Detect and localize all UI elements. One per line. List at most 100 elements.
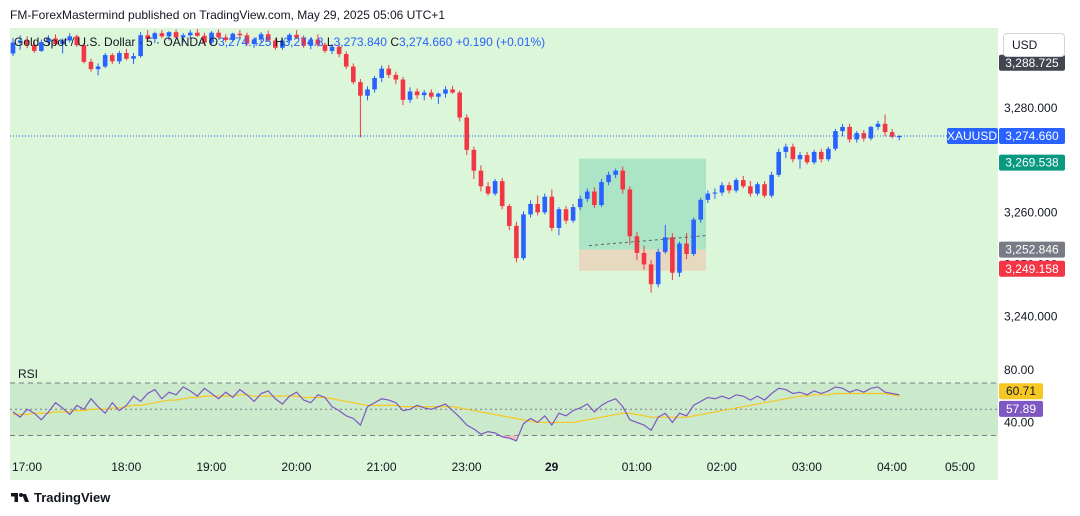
candle	[627, 186, 633, 245]
time-tick-label: 23:00	[452, 460, 482, 474]
candle	[429, 89, 434, 100]
rsi-value-tag: 60.71	[999, 383, 1043, 400]
candle-body	[195, 32, 200, 36]
candle-body	[95, 66, 101, 70]
candle	[39, 39, 44, 52]
candle	[826, 146, 831, 162]
candle-body	[294, 34, 299, 38]
candle	[485, 182, 491, 196]
candle-body	[648, 264, 654, 285]
candle	[719, 182, 725, 196]
candle	[209, 31, 214, 45]
candle	[762, 181, 767, 198]
candle	[308, 37, 314, 50]
price-tag-value: 3,249.158	[1005, 262, 1059, 276]
candle-body	[31, 44, 37, 51]
candle	[655, 248, 661, 288]
candle	[542, 193, 548, 215]
candle-body	[641, 252, 647, 265]
candle-body	[421, 92, 427, 96]
candle-body	[365, 89, 370, 96]
rsi-value-tag: 57.89	[999, 400, 1043, 417]
candle-body	[570, 207, 576, 221]
candle-body	[478, 170, 484, 187]
legend-close: 3,274.660	[398, 35, 453, 49]
candle	[492, 179, 498, 196]
candle-body	[755, 184, 760, 194]
candle-body	[896, 135, 902, 138]
currency-button[interactable]: USD	[1003, 33, 1065, 57]
candle-body	[24, 40, 30, 45]
candle	[464, 114, 470, 156]
candle	[117, 50, 122, 64]
candle	[776, 148, 782, 177]
rsi-legend-label[interactable]: RSI	[18, 367, 39, 381]
candle	[138, 32, 143, 58]
candle	[436, 92, 441, 105]
candles-layer	[10, 29, 902, 293]
candle	[584, 188, 590, 202]
price-tag: 3,269.538	[999, 154, 1065, 171]
candle	[386, 64, 392, 78]
candle-body	[684, 243, 689, 254]
candle	[414, 88, 420, 99]
candle	[287, 33, 292, 43]
candle	[393, 71, 399, 85]
time-tick-label: 02:00	[707, 460, 737, 474]
candle	[549, 189, 555, 232]
legend-symbol[interactable]: Gold Spot / U.S. Dollar · 5 · OANDA	[14, 35, 206, 49]
time-tick-label: 05:00	[945, 460, 975, 474]
candle-body	[662, 237, 668, 252]
legend-open: 3,274.425	[218, 35, 272, 49]
candle	[889, 129, 895, 139]
candle-body	[613, 170, 618, 175]
candle	[592, 187, 597, 209]
candle-body	[124, 52, 129, 59]
candle-body	[237, 33, 243, 36]
time-tick-label: 20:00	[281, 460, 311, 474]
candle-body	[145, 35, 151, 39]
rsi-tick-label: 80.00	[1004, 363, 1034, 377]
candle	[648, 260, 654, 293]
candle-body	[797, 155, 803, 160]
candle-body	[861, 133, 867, 139]
candle	[258, 32, 264, 43]
candle-body	[53, 38, 58, 45]
candle-body	[726, 185, 732, 191]
price-tag-symbol: XAUUSD	[947, 129, 997, 143]
candle-body	[733, 180, 739, 191]
candle-body	[818, 151, 824, 160]
candle	[88, 58, 94, 72]
candle	[514, 221, 519, 263]
candle	[202, 32, 207, 46]
candle-body	[131, 56, 136, 59]
candle-body	[655, 251, 661, 285]
candle	[31, 40, 37, 53]
candle	[81, 43, 87, 64]
time-tick-label: 04:00	[877, 460, 907, 474]
candle	[407, 87, 413, 103]
candle-body	[287, 34, 292, 41]
time-tick-label: 03:00	[792, 460, 822, 474]
candle-body	[464, 117, 470, 150]
tradingview-footer[interactable]: TradingView	[10, 490, 110, 505]
candle-body	[265, 34, 271, 41]
price-tag: XAUUSD 3,274.660	[947, 127, 1065, 144]
candle	[10, 37, 16, 57]
candle-body	[620, 170, 626, 190]
candle-body	[847, 126, 852, 140]
candle-body	[187, 32, 193, 36]
candle-body	[868, 126, 874, 139]
candle-body	[804, 155, 810, 163]
position-entry-line	[588, 235, 707, 247]
candle	[769, 171, 774, 198]
candle-body	[776, 151, 782, 175]
candle-body	[499, 181, 505, 207]
candle-body	[159, 33, 165, 37]
chart-legend[interactable]: Gold Spot / U.S. Dollar · 5 · OANDA O3,2…	[14, 35, 545, 49]
candle	[315, 34, 321, 47]
candle	[443, 86, 448, 98]
candle-body	[166, 32, 172, 37]
candle	[265, 30, 271, 42]
